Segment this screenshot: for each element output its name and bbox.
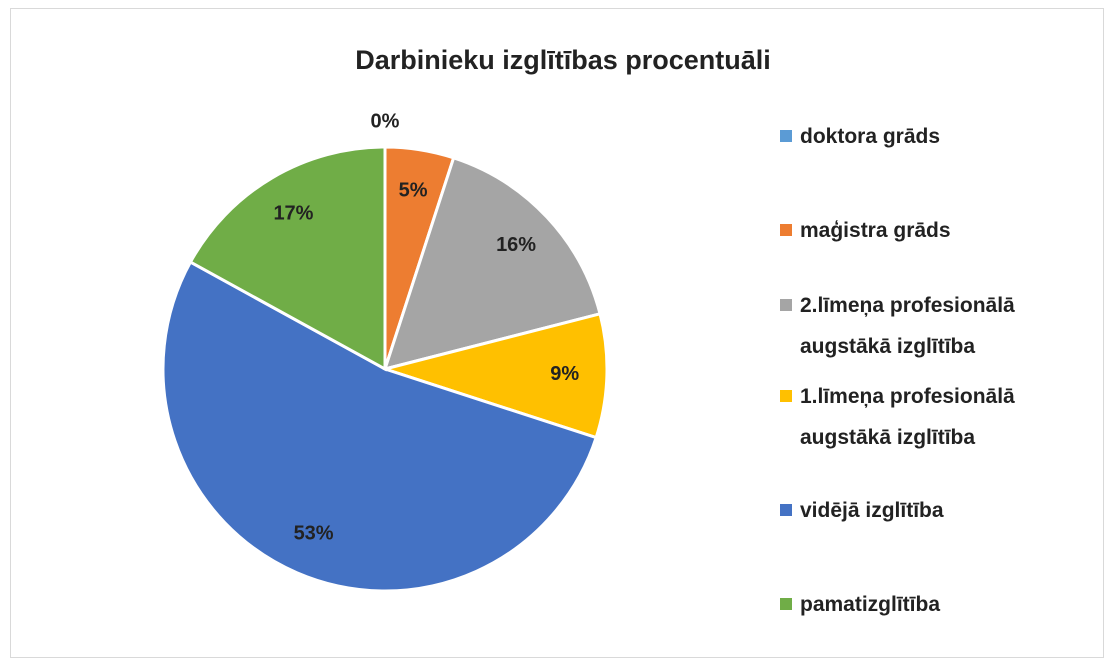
pie-slice [382, 155, 602, 372]
data-label: 0% [371, 110, 400, 132]
legend-label: 2.līmeņa profesionālā augstākā izglītība [800, 294, 1015, 358]
data-label: 5% [399, 180, 428, 202]
legend-item: doktora grāds [780, 116, 1100, 157]
legend-item: maģistra grāds [780, 210, 1100, 251]
legend-label: doktora grāds [800, 125, 941, 148]
data-label: 53% [294, 522, 334, 544]
pie-slice [188, 145, 387, 372]
chart-title: Darbinieku izglītības procentuāli [355, 45, 771, 75]
legend-label: 1.līmeņa profesionālā augstākā izglītība [800, 385, 1015, 449]
data-label: 16% [496, 234, 536, 256]
legend-label: vidējā izglītība [800, 499, 944, 522]
legend-item: 2.līmeņa profesionālā augstākā izglītība [780, 285, 1100, 367]
legend-swatch [780, 598, 792, 610]
legend-item: pamatizglītība [780, 584, 1100, 625]
legend-label: pamatizglītība [800, 593, 941, 616]
pie-slice [161, 260, 599, 593]
data-label: 9% [550, 363, 579, 385]
pie-slice [379, 311, 609, 440]
legend-item: vidējā izglītība [780, 490, 1100, 531]
legend-swatch [780, 390, 792, 402]
legend-swatch [780, 224, 792, 236]
legend-swatch [780, 299, 792, 311]
legend-swatch [780, 504, 792, 516]
data-label: 17% [273, 203, 313, 225]
legend-label: maģistra grāds [800, 219, 951, 242]
legend-swatch [780, 130, 792, 142]
legend-item: 1.līmeņa profesionālā augstākā izglītība [780, 376, 1100, 458]
